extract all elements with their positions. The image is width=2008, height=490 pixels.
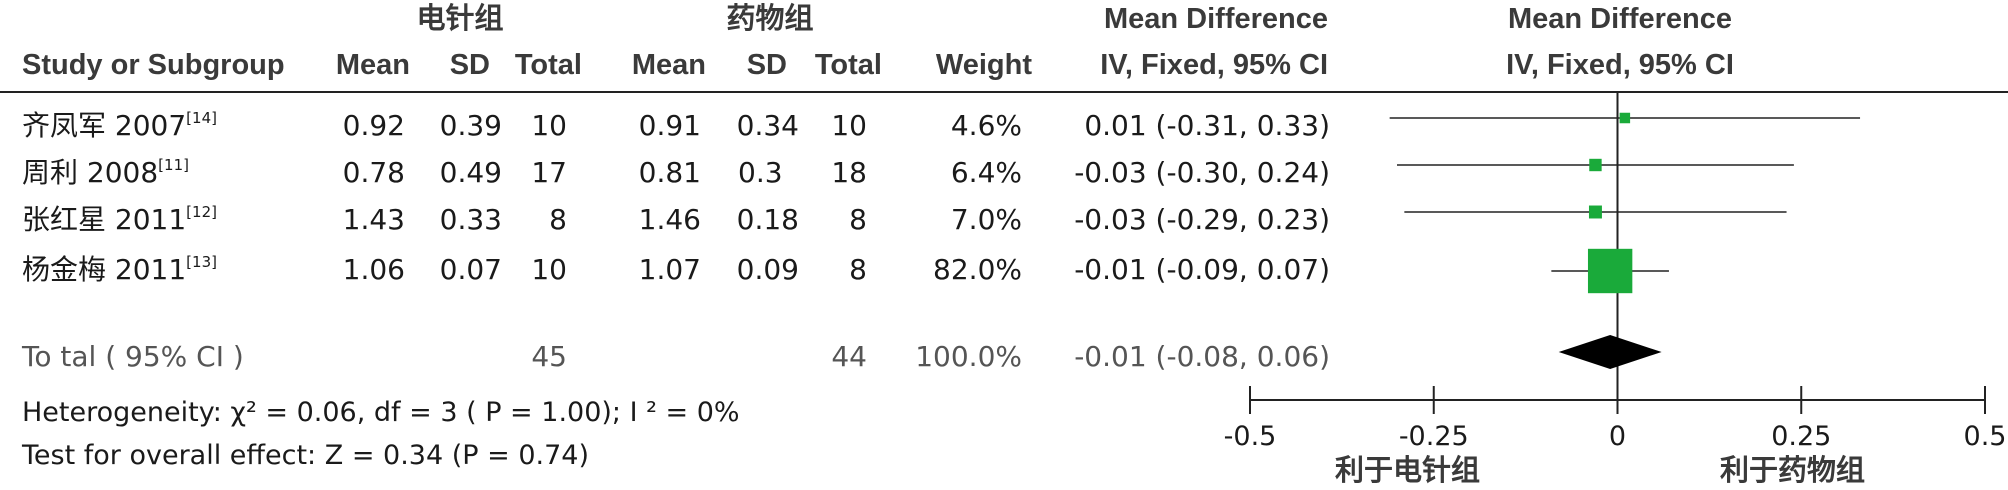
mean2-value: 0.91 [638, 109, 701, 142]
sd2-value: 0.18 [736, 203, 799, 236]
ci-value: -0.01 (-0.09, 0.07) [1074, 253, 1330, 286]
mean1-value: 1.43 [342, 203, 405, 236]
total1-value: 17 [531, 156, 567, 189]
ci-value: -0.03 (-0.30, 0.24) [1074, 156, 1330, 189]
group2-header: 药物组 [726, 3, 814, 35]
group1-header: 电针组 [416, 3, 504, 35]
x-axis-tick-label: -0.5 [1224, 421, 1277, 452]
mean1-value: 0.92 [342, 109, 405, 142]
favours-right-label: 利于药物组 [1720, 455, 1866, 487]
weight-value: 82.0% [933, 253, 1022, 286]
x-axis-tick-label: 0.25 [1771, 421, 1831, 452]
ci-value: -0.03 (-0.29, 0.23) [1074, 203, 1330, 236]
plot-method-header: IV, Fixed, 95% CI [1506, 49, 1734, 81]
x-axis-tick-label: 0 [1609, 421, 1626, 452]
study-name: 杨金梅 2011[13] [22, 253, 217, 286]
sd1-header: SD [449, 49, 490, 81]
total-label: To tal ( 95% CI ) [22, 340, 244, 373]
study-name: 齐凤军 2007[14] [22, 109, 217, 142]
sd2-value: 0.09 [736, 253, 799, 286]
sd1-value: 0.49 [439, 156, 502, 189]
effect-box [1588, 205, 1602, 219]
effect-box [1589, 158, 1602, 172]
total-ci: -0.01 (-0.08, 0.06) [1074, 340, 1330, 373]
weight-value: 4.6% [950, 109, 1022, 142]
md-column-label: Mean Difference [1103, 3, 1328, 35]
x-axis-tick-label: -0.25 [1399, 421, 1469, 452]
study-column-header: Study or Subgroup [22, 49, 285, 81]
weight-header: Weight [935, 49, 1032, 81]
study-name: 周利 2008[11] [22, 156, 189, 189]
sd1-value: 0.39 [439, 109, 502, 142]
md-method-header: IV, Fixed, 95% CI [1100, 49, 1328, 81]
ci-value: 0.01 (-0.31, 0.33) [1084, 109, 1330, 142]
sd2-header: SD [746, 49, 787, 81]
study-name: 张红星 2011[12] [22, 203, 217, 236]
total1-value: 10 [531, 253, 567, 286]
pooled-diamond [1558, 335, 1662, 369]
sd2-value: 0.34 [736, 109, 799, 142]
heterogeneity-text: Heterogeneity: χ² = 0.06, df = 3 ( P = 1… [22, 397, 740, 428]
total1-sum: 45 [531, 340, 567, 373]
overall-effect-text: Test for overall effect: Z = 0.34 (P = 0… [22, 440, 589, 471]
total1-value: 10 [531, 109, 567, 142]
total1-header: Total [514, 49, 582, 81]
total2-value: 18 [831, 156, 867, 189]
header-divider [0, 91, 2008, 93]
weight-value: 6.4% [950, 156, 1022, 189]
total2-value: 10 [831, 109, 867, 142]
total2-value: 8 [849, 253, 867, 286]
sd1-value: 0.33 [439, 203, 502, 236]
x-axis-tick-label: 0.5 [1964, 421, 2007, 452]
plot-column-label: Mean Difference [1507, 3, 1732, 35]
sd2-value: 0.3 [738, 156, 783, 189]
weight-value: 7.0% [950, 203, 1022, 236]
mean2-value: 0.81 [638, 156, 701, 189]
mean1-value: 1.06 [342, 253, 405, 286]
total2-sum: 44 [831, 340, 867, 373]
mean2-header: Mean [631, 49, 706, 81]
effect-box [1619, 112, 1631, 124]
mean2-value: 1.07 [638, 253, 701, 286]
total1-value: 8 [549, 203, 567, 236]
mean1-value: 0.78 [342, 156, 405, 189]
effect-box [1587, 248, 1633, 294]
sd1-value: 0.07 [439, 253, 502, 286]
total2-header: Total [814, 49, 882, 81]
mean2-value: 1.46 [638, 203, 701, 236]
total2-value: 8 [849, 203, 867, 236]
mean1-header: Mean [335, 49, 410, 81]
favours-left-label: 利于电针组 [1335, 455, 1481, 487]
total-weight: 100.0% [915, 340, 1022, 373]
